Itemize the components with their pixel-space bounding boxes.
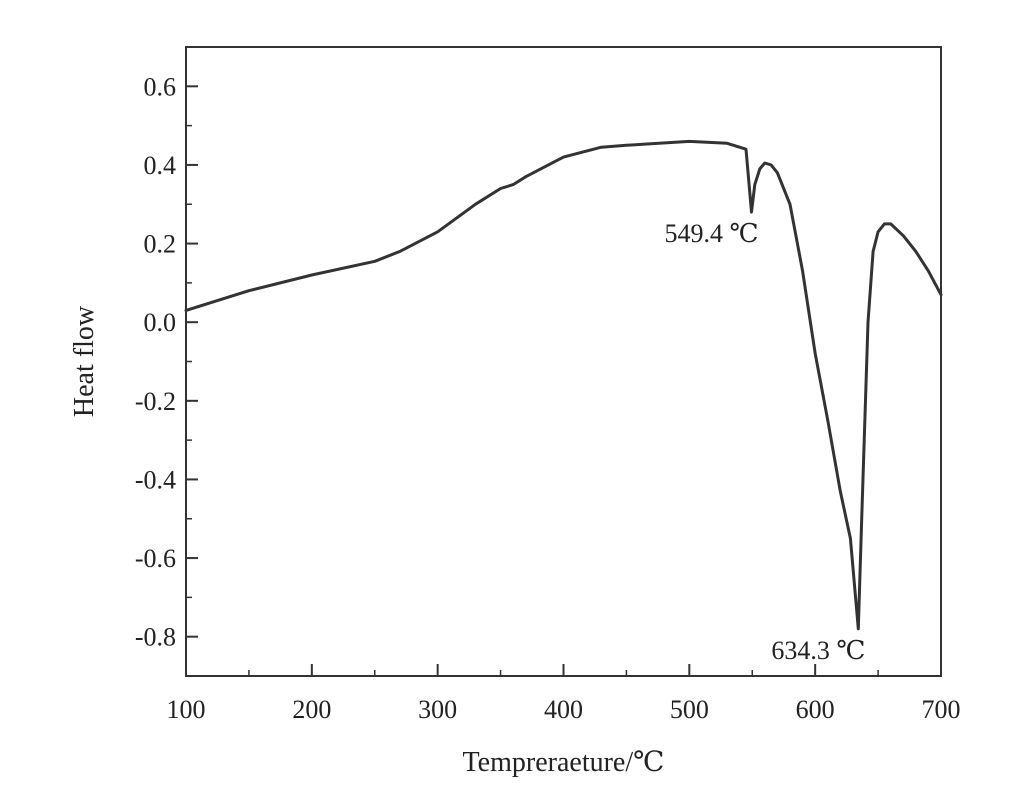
- peak-annotation: 634.3 ℃: [771, 636, 865, 665]
- heat-flow-line: [184, 139, 943, 631]
- x-tick-label: 700: [922, 695, 961, 724]
- y-tick-label: 0.6: [144, 72, 177, 101]
- tick-labels: 100 200 300 400 500 600 700 0.6 0.4 0.2 0.0 -0.2 -0.…: [135, 72, 961, 724]
- x-tick-label: 300: [418, 695, 457, 724]
- y-axis-title: Heat flow: [69, 305, 100, 417]
- x-tick-label: 400: [544, 695, 583, 724]
- x-tick-label: 500: [670, 695, 709, 724]
- plot-area-frame: [185, 46, 942, 677]
- peak-annotation: 549.4 ℃: [664, 219, 758, 248]
- series-layer: [184, 139, 943, 631]
- y-tick-label: -0.4: [135, 465, 176, 494]
- x-tick-label: 600: [796, 695, 835, 724]
- y-tick-label: 0.0: [144, 308, 177, 337]
- y-tick-label: -0.8: [135, 623, 176, 652]
- y-tick-label: -0.2: [135, 387, 176, 416]
- x-axis-title: Tempreraeture/℃: [463, 747, 665, 778]
- axis-ticks: [185, 85, 942, 676]
- annotations: 549.4 ℃ 634.3 ℃: [664, 219, 865, 665]
- x-tick-label: 100: [167, 695, 206, 724]
- x-tick-label: 200: [292, 695, 331, 724]
- y-tick-label: 0.4: [144, 151, 177, 180]
- y-tick-label: 0.2: [144, 230, 177, 259]
- y-tick-label: -0.6: [135, 544, 176, 573]
